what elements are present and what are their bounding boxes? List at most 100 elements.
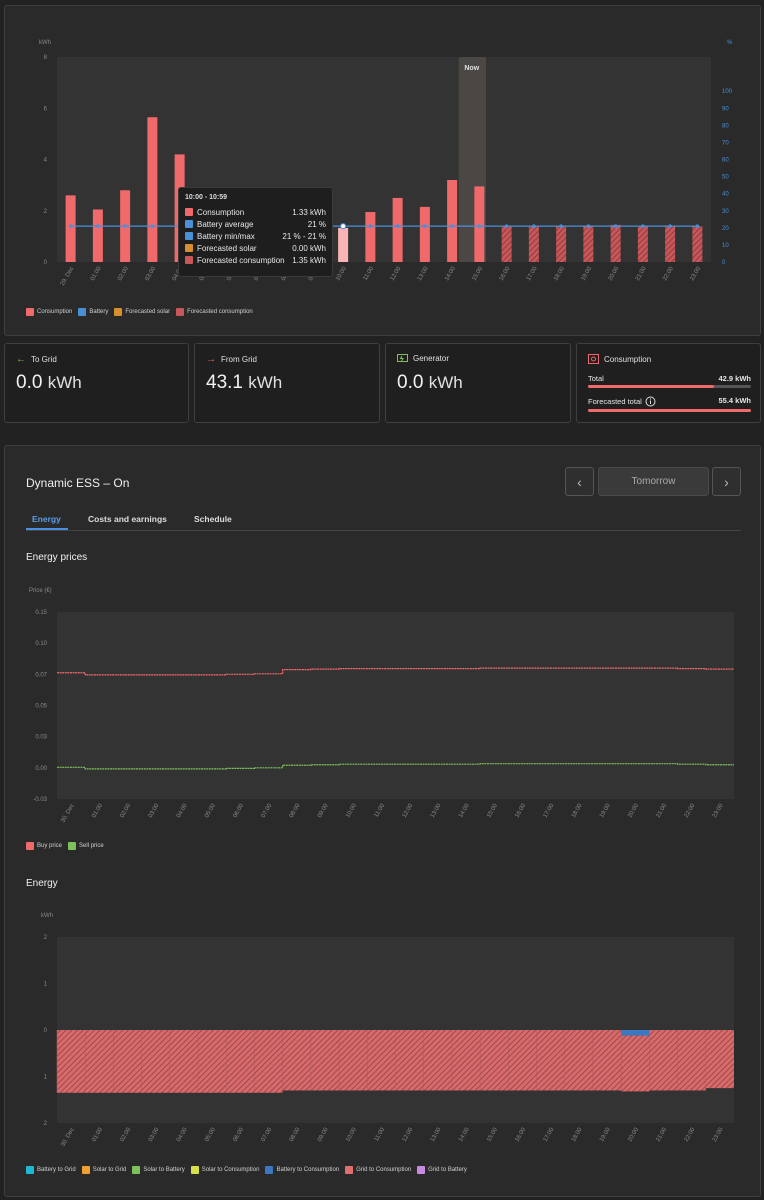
x-tick-label: 01:00 <box>90 265 103 282</box>
legend-item-battery-to-consumption[interactable]: Battery to Consumption <box>265 1166 339 1174</box>
prev-day-button[interactable]: ‹ <box>565 467 594 496</box>
x-tick-label: 15:00 <box>471 265 484 282</box>
now-label: Now <box>464 65 479 72</box>
to-grid-value: 0.0 <box>16 372 43 393</box>
x-tick-label: 07:00 <box>261 1126 274 1143</box>
x-tick-label: 01:00 <box>91 802 104 819</box>
next-day-button[interactable]: › <box>712 467 741 496</box>
day-selector-button[interactable]: Tomorrow <box>598 467 709 496</box>
x-tick-label: 03:00 <box>148 1126 161 1143</box>
legend-item-grid-to-battery[interactable]: Grid to Battery <box>417 1166 467 1174</box>
tab-costs-and-earnings[interactable]: Costs and earnings <box>88 514 167 524</box>
x-tick-label: 11:00 <box>363 265 376 281</box>
consumption-bar <box>447 180 458 262</box>
tooltip-row: Forecasted solar 0.00 kWh <box>185 242 326 254</box>
x-tick-label: 02:00 <box>120 1126 133 1143</box>
tab-energy[interactable]: Energy <box>32 514 61 524</box>
info-icon[interactable] <box>645 396 656 407</box>
y-tick: 2 <box>44 1121 48 1127</box>
x-tick-label: 18:00 <box>553 265 566 282</box>
grid-to-consumption-bar <box>423 1030 452 1091</box>
y-tick: 0 <box>44 1028 48 1034</box>
x-tick-label: 03:00 <box>144 265 157 282</box>
y-tick-right: 20 <box>722 226 729 232</box>
tab-schedule[interactable]: Schedule <box>194 514 232 524</box>
x-tick-label: 06:00 <box>232 802 245 819</box>
legend-item-grid-to-consumption[interactable]: Grid to Consumption <box>345 1166 411 1174</box>
tooltip-row: Battery average 21 % <box>185 218 326 230</box>
generator-icon <box>397 354 408 362</box>
y-tick: 0.10 <box>35 641 47 647</box>
legend-item-sell-price[interactable]: Sell price <box>68 842 104 850</box>
grid-to-consumption-bar <box>592 1030 622 1091</box>
battery-point <box>340 223 347 230</box>
grid-to-consumption-bar <box>367 1030 396 1091</box>
energy-prices-title: Energy prices <box>26 552 88 563</box>
chevron-left-icon: ‹ <box>577 473 582 490</box>
battery-point <box>150 224 155 228</box>
x-tick-label: 05:00 <box>204 1126 217 1143</box>
tooltip-row: Forecasted consumption 1.35 kWh <box>185 254 326 266</box>
x-tick-label: 15:00 <box>486 1126 499 1143</box>
x-tick-label: 18:00 <box>571 802 584 819</box>
legend-item-solar-to-battery[interactable]: Solar to Battery <box>132 1166 185 1174</box>
from-grid-unit: kWh <box>248 373 283 392</box>
generator-card: Generator 0.0 kWh <box>385 343 571 423</box>
legend-item-battery[interactable]: Battery <box>78 308 108 316</box>
x-tick-label: 19:00 <box>599 802 612 819</box>
plot-area <box>57 57 711 262</box>
total-progress-bar <box>588 385 751 388</box>
y-tick-left: 4 <box>44 158 48 164</box>
forecast-progress-bar <box>588 409 751 412</box>
legend-item-consumption[interactable]: Consumption <box>26 308 72 316</box>
consumption-bar <box>147 117 158 262</box>
arrow-left-icon: ← <box>16 354 26 365</box>
x-tick-label: 14:00 <box>458 1126 471 1143</box>
legend-item-forecasted-consumption[interactable]: Forecasted consumption <box>176 308 253 316</box>
x-tick-label: 22:00 <box>684 1126 697 1143</box>
grid-to-consumption-bar <box>395 1030 424 1091</box>
grid-to-consumption-bar <box>508 1030 537 1091</box>
battery-point <box>613 224 618 228</box>
battery-point <box>96 224 100 228</box>
forecast-consumption-bar <box>692 226 703 262</box>
y-tick-left: 6 <box>44 106 48 112</box>
x-tick-label: 16:00 <box>499 265 512 282</box>
to-grid-label: To Grid <box>31 355 57 364</box>
history-chart-panel: Now kWh% 8 6 4 2 0 100 90 80 70 60 50 40 30 20 10 0 29. De… <box>4 5 761 336</box>
tooltip-label: Forecasted solar <box>197 243 257 253</box>
legend-item-forecasted-solar[interactable]: Forecasted solar <box>114 308 170 316</box>
x-tick-label: 13:00 <box>417 265 430 282</box>
grid-to-consumption-bar <box>480 1030 509 1091</box>
sell-price-line <box>57 763 734 770</box>
y-tick-left: 0 <box>44 260 48 266</box>
y-tick-right: 80 <box>722 123 729 129</box>
x-tick-label: 19:00 <box>580 265 593 282</box>
generator-value: 0.0 <box>397 372 424 393</box>
battery-to-consumption-bar <box>621 1030 650 1036</box>
grid-to-consumption-bar <box>254 1030 283 1093</box>
x-tick-label: 04:00 <box>176 1126 189 1143</box>
y-tick: 0.05 <box>35 704 47 710</box>
battery-point <box>641 224 645 228</box>
y-tick-right: 100 <box>722 89 733 95</box>
consumption-bar <box>419 206 430 262</box>
tooltip-value: 21 % - 21 % <box>282 231 326 241</box>
consumption-bar <box>392 197 403 262</box>
x-tick-label: 12:00 <box>390 265 403 282</box>
grid-to-consumption-bar <box>198 1030 227 1093</box>
from-grid-value: 43.1 <box>206 372 243 393</box>
forecast-consumption-bar <box>556 226 567 262</box>
x-tick-label: 16:00 <box>514 1126 527 1143</box>
tooltip-label: Forecasted consumption <box>197 255 285 265</box>
legend-item-solar-to-consumption[interactable]: Solar to Consumption <box>190 1166 259 1174</box>
legend-item-solar-to-grid[interactable]: Solar to Grid <box>81 1166 126 1174</box>
y-tick-left: 2 <box>44 209 48 215</box>
x-tick-label: 23:00 <box>712 802 725 819</box>
legend-item-battery-to-grid[interactable]: Battery to Grid <box>26 1166 76 1174</box>
active-tab-indicator <box>26 528 68 530</box>
chevron-right-icon: › <box>724 473 729 490</box>
legend-item-buy-price[interactable]: Buy price <box>26 842 62 850</box>
grid-to-consumption-bar <box>282 1030 311 1091</box>
grid-to-consumption-bar <box>85 1030 114 1093</box>
